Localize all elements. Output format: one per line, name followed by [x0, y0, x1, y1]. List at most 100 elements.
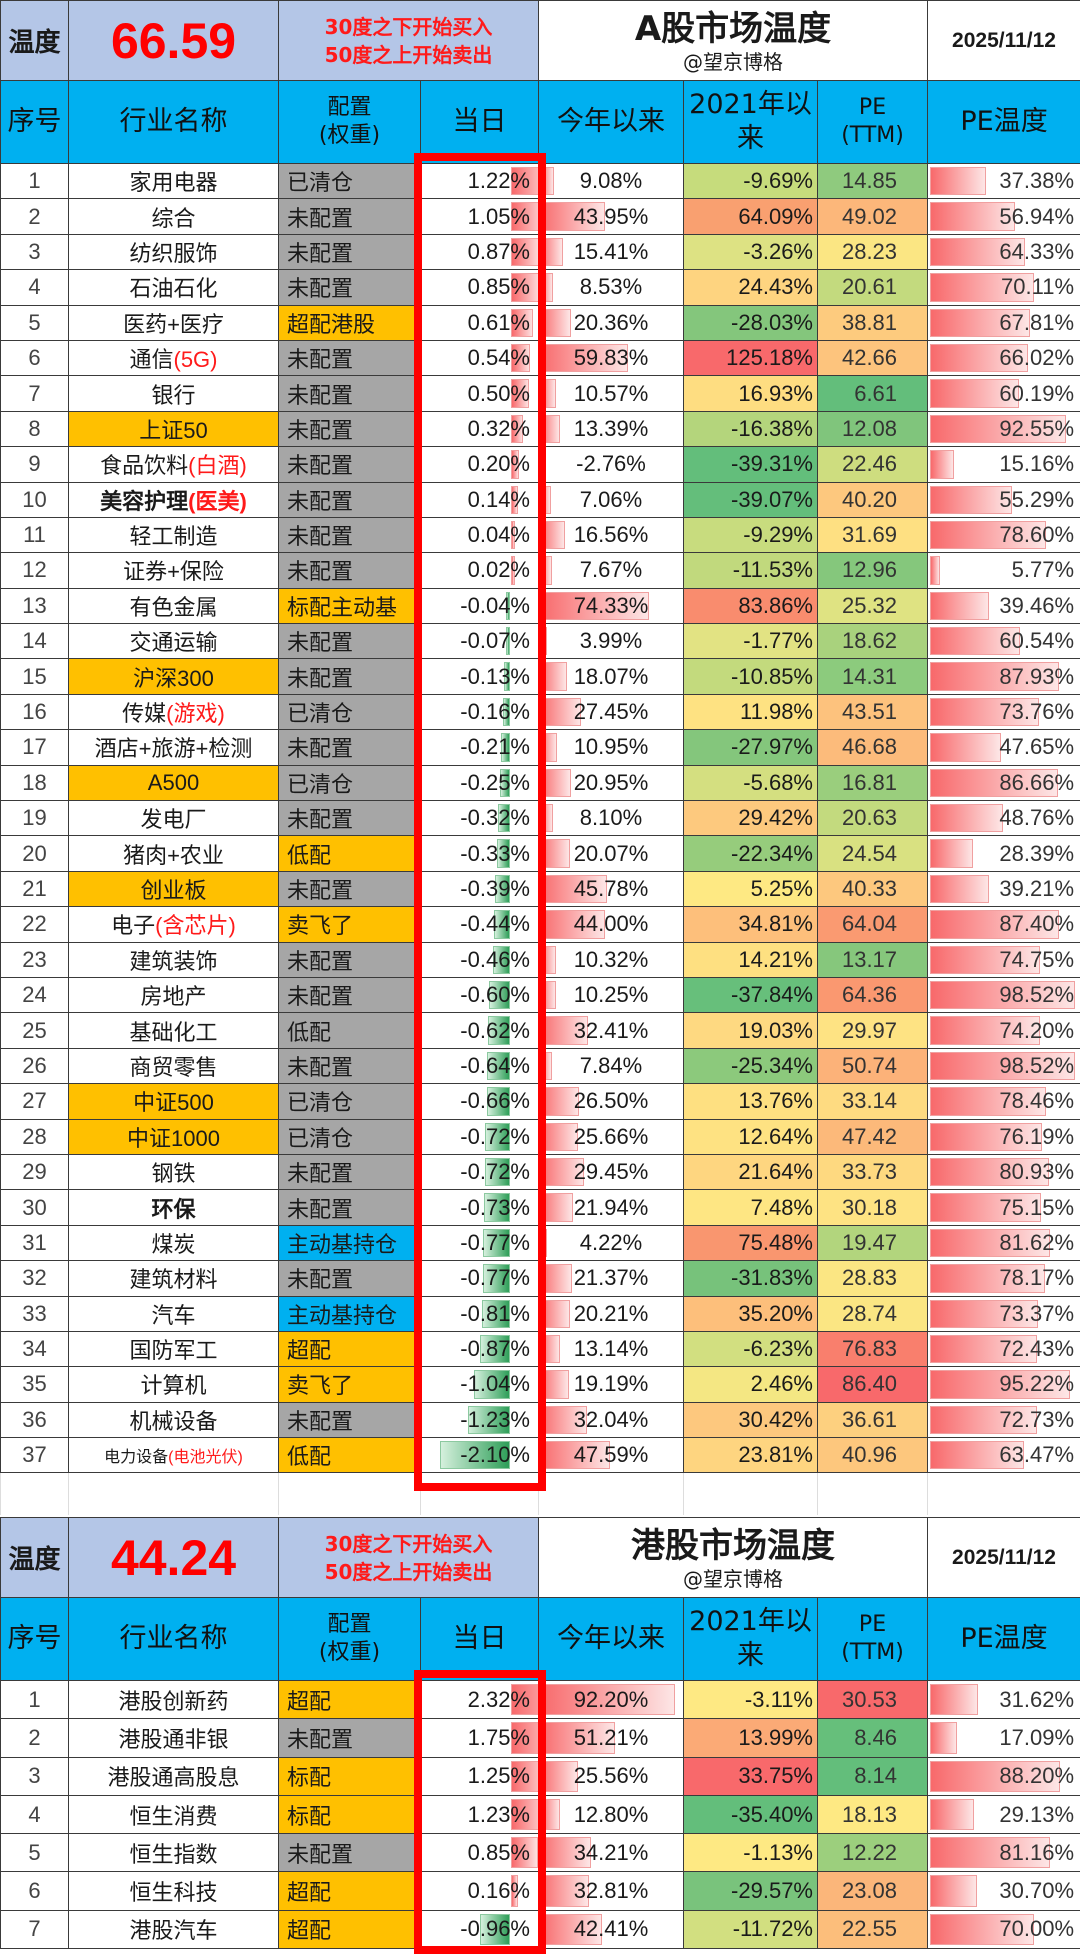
daily-change: 0.02% — [421, 553, 539, 588]
daily-change: 0.04% — [421, 517, 539, 552]
allocation-status: 标配 — [279, 1795, 421, 1833]
pe-ttm: 19.47 — [818, 1225, 928, 1260]
ytd-change-value: 42.41% — [574, 1916, 649, 1941]
allocation-status: 未配置 — [279, 942, 421, 977]
row-index: 18 — [1, 765, 69, 800]
pe-temperature: 48.76% — [928, 801, 1080, 836]
allocation-status: 未配置 — [279, 1719, 421, 1757]
industry-name-text: 商贸零售 — [129, 1055, 217, 1080]
allocation-status: 已清仓 — [279, 1084, 421, 1119]
daily-change-value: -2.10% — [460, 1442, 538, 1467]
ytd-change-value: 20.21% — [574, 1301, 649, 1326]
col-header-since-2021-l1: 2021年以 — [684, 88, 817, 122]
pe-ttm: 14.85 — [818, 164, 928, 199]
industry-name-text: 电力设备 — [104, 1449, 168, 1466]
ytd-databar — [539, 486, 551, 514]
industry-name: 轻工制造 — [69, 517, 279, 552]
col-header-allocation-l2: (权重) — [279, 1639, 420, 1667]
ytd-change: 3.99% — [539, 624, 684, 659]
row-index: 5 — [1, 305, 69, 340]
daily-change-value: -0.72% — [460, 1159, 538, 1184]
industry-name: 国防军工 — [69, 1331, 279, 1366]
since-2021-change: 13.76% — [684, 1084, 818, 1119]
pe-temperature-value: 87.93% — [999, 664, 1074, 689]
pe-temperature: 15.16% — [928, 447, 1080, 482]
daily-change-value: -0.21% — [460, 734, 538, 759]
a-share-table: 温度 66.59 30度之下开始买入 50度之上开始卖出 A股市场温度 @望京博… — [0, 0, 1080, 1515]
row-index: 27 — [1, 1084, 69, 1119]
industry-name-text: A500 — [148, 770, 199, 795]
daily-change: 1.25% — [421, 1757, 539, 1795]
pe-ttm: 12.08 — [818, 411, 928, 446]
allocation-status: 未配置 — [279, 517, 421, 552]
pe-ttm: 18.62 — [818, 624, 928, 659]
daily-change: -0.33% — [421, 836, 539, 871]
daily-change: -0.62% — [421, 1013, 539, 1048]
since-2021-change: 125.18% — [684, 340, 818, 375]
ytd-change: 13.14% — [539, 1331, 684, 1366]
since-2021-change: 16.93% — [684, 376, 818, 411]
pe-temperature: 64.33% — [928, 234, 1080, 269]
page-title: 港股市场温度 — [539, 1525, 927, 1567]
pe-ttm: 22.46 — [818, 447, 928, 482]
ytd-change: 19.19% — [539, 1367, 684, 1402]
since-2021-change: -3.11% — [684, 1681, 818, 1719]
daily-change: -0.07% — [421, 624, 539, 659]
industry-name: 沪深300 — [69, 659, 279, 694]
daily-change: -0.72% — [421, 1119, 539, 1154]
daily-change-value: 0.16% — [468, 1878, 538, 1903]
since-2021-change: 30.42% — [684, 1402, 818, 1437]
daily-change: 1.23% — [421, 1795, 539, 1833]
pe-temperature-value: 60.54% — [999, 628, 1074, 653]
pe-temperature: 98.52% — [928, 977, 1080, 1012]
pe-ttm: 33.14 — [818, 1084, 928, 1119]
industry-name-text: 港股通高股息 — [107, 1765, 239, 1790]
industry-name: 计算机 — [69, 1367, 279, 1402]
row-index: 15 — [1, 659, 69, 694]
since-2021-change: -9.29% — [684, 517, 818, 552]
industry-name: 钢铁 — [69, 1154, 279, 1189]
column-header-row: 序号 行业名称 配置(权重) 当日 今年以来 2021年以来 PE(TTM) P… — [1, 1598, 1080, 1681]
pe-temperature: 74.75% — [928, 942, 1080, 977]
pe-temperature: 47.65% — [928, 730, 1080, 765]
ytd-change-value: 47.59% — [574, 1442, 649, 1467]
daily-change-value: -0.73% — [460, 1195, 538, 1220]
ytd-databar — [539, 769, 571, 797]
industry-name-text: 电子 — [111, 913, 155, 938]
temperature-label: 温度 — [1, 1518, 69, 1598]
ytd-databar — [539, 1761, 578, 1792]
author-handle: @望京博格 — [539, 1567, 927, 1591]
ytd-change: 51.21% — [539, 1719, 684, 1757]
row-index: 4 — [1, 270, 69, 305]
column-header-row: 序号 行业名称 配置(权重) 当日 今年以来 2021年以来 PE(TTM) P… — [1, 81, 1080, 164]
ytd-change-value: 12.80% — [574, 1802, 649, 1827]
ytd-databar — [539, 733, 557, 761]
allocation-status: 超配港股 — [279, 305, 421, 340]
ytd-change-value: 21.94% — [574, 1195, 649, 1220]
row-index: 1 — [1, 164, 69, 199]
industry-name-text: 煤炭 — [151, 1232, 195, 1257]
daily-change-value: 1.05% — [468, 204, 538, 229]
allocation-status: 已清仓 — [279, 694, 421, 729]
daily-change: -0.66% — [421, 1084, 539, 1119]
col-header-allocation: 配置(权重) — [279, 81, 421, 164]
daily-change: -1.04% — [421, 1367, 539, 1402]
pe-temperature-value: 39.21% — [999, 876, 1074, 901]
pe-temperature-databar — [930, 733, 1001, 761]
allocation-status: 超配 — [279, 1681, 421, 1719]
ytd-change-value: 27.45% — [574, 699, 649, 724]
daily-change: -0.16% — [421, 694, 539, 729]
pe-ttm: 46.68 — [818, 730, 928, 765]
pe-temperature-value: 70.11% — [1001, 274, 1074, 299]
pe-temperature-value: 81.16% — [999, 1840, 1074, 1865]
industry-name: 港股通高股息 — [69, 1757, 279, 1795]
ytd-databar — [539, 1052, 552, 1080]
row-index: 24 — [1, 977, 69, 1012]
ytd-databar — [539, 450, 541, 478]
industry-name-text: 机械设备 — [129, 1409, 217, 1434]
pe-temperature-value: 78.17% — [999, 1265, 1074, 1290]
row-index: 3 — [1, 1757, 69, 1795]
pe-temperature-value: 72.73% — [999, 1407, 1074, 1432]
